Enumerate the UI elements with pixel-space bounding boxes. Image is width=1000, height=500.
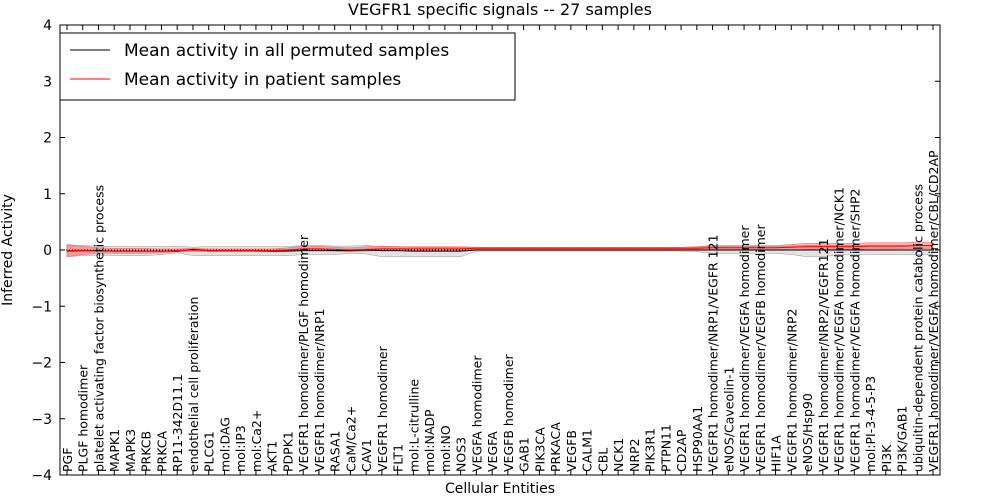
x-tick-label: PI3K/GAB1 [895, 406, 910, 472]
x-tick-label: VEGFR1 homodimer/VEGFA homodimer/SHP2 [847, 188, 862, 472]
x-tick-label: eNOS/Caveolin-1 [721, 367, 736, 472]
x-axis: PGF PLGF homodimer platelet activating fac… [60, 25, 941, 475]
y-tick-label: 3 [43, 74, 52, 90]
x-tick-label: RASA1 [328, 431, 343, 472]
x-tick-label: FLT1 [391, 444, 406, 472]
y-tick-label: 0 [43, 243, 52, 259]
x-tick-label: mol:NADP [422, 409, 437, 472]
x-tick-label: VEGFR1 homodimer/PLGF homodimer [296, 234, 311, 472]
x-tick-label: GAB1 [517, 437, 532, 472]
x-tick-label: VEGFA [485, 431, 500, 472]
x-tick-label: PI3K [879, 444, 894, 472]
x-tick-label: VEGFR1 homodimer/NRP1/VEGFR 121 [706, 234, 721, 472]
x-tick-label: PTPN11 [658, 424, 673, 472]
x-tick-label: PRKCA [155, 431, 170, 472]
x-tick-label: PGF [60, 448, 75, 472]
x-tick-label: mol:PI-3-4-5-P3 [863, 376, 878, 472]
x-tick-label: VEGFR1 homodimer/VEGFA homodimer/NCK1 [832, 187, 847, 472]
x-tick-label: mol:Ca2+ [249, 410, 264, 472]
x-tick-label: PIK3R1 [643, 428, 658, 472]
x-tick-label: VEGFR1 homodimer/VEGFB homodimer [753, 224, 768, 472]
x-tick-label: platelet activating factor biosynthetic … [92, 185, 107, 472]
x-tick-label: VEGFR1 homodimer/VEGFA homodimer/CBL/CD2… [926, 150, 941, 472]
x-tick-label: RP11-342D11.1 [170, 374, 185, 472]
x-tick-label: mol:DAG [218, 417, 233, 472]
x-tick-label: CAV1 [359, 439, 374, 472]
legend-label-permuted: Mean activity in all permuted samples [124, 41, 449, 61]
y-axis: −4 −3 −2 −1 0 1 2 3 4 [31, 18, 940, 484]
permuted-band-layer [66, 245, 934, 258]
x-tick-label: eNOS/Hsp90 [800, 393, 815, 472]
x-tick-label: NCK1 [611, 438, 626, 472]
x-tick-label: VEGFB homodimer [501, 353, 516, 472]
y-tick-label: 2 [43, 131, 52, 147]
x-tick-label: VEGFA homodimer [469, 355, 484, 472]
y-tick-label: −3 [31, 412, 52, 428]
patient-mean-line [67, 245, 933, 252]
chart-title: VEGFR1 specific signals -- 27 samples [348, 0, 652, 19]
x-tick-label: ubiquitin-dependent protein catabolic pr… [910, 184, 925, 472]
x-tick-label: CALM1 [580, 429, 595, 472]
x-tick-label: PIK3CA [532, 427, 547, 472]
x-tick-label: VEGFR1 homodimer [375, 345, 390, 472]
x-tick-label: VEGFR1 homodimer/NRP2/VEGFR121 [816, 238, 831, 472]
x-tick-label: endothelial cell proliferation [186, 297, 201, 472]
x-tick-label: AKT1 [265, 441, 280, 472]
x-tick-label: MAPK3 [123, 429, 138, 472]
y-tick-label: 1 [43, 187, 52, 203]
x-tick-label: VEGFR1 homodimer/VEGFA homodimer [737, 225, 752, 472]
y-tick-label: −2 [31, 356, 52, 372]
x-tick-label: PDPK1 [280, 431, 295, 472]
x-tick-label: mol:IP3 [233, 425, 248, 472]
legend-label-patient: Mean activity in patient samples [124, 70, 401, 90]
legend: Mean activity in all permuted samples Me… [59, 32, 516, 101]
x-tick-label: CaM/Ca2+ [343, 406, 358, 472]
y-tick-label: −1 [31, 299, 52, 315]
x-tick-label: PRKCB [139, 431, 154, 472]
x-tick-label: HSP90AA1 [690, 406, 705, 472]
x-tick-label: mol:L-citrulline [406, 379, 421, 472]
x-tick-label: NRP2 [627, 438, 642, 472]
y-axis-label: Inferred Activity [0, 194, 16, 306]
x-tick-label: CBL [595, 448, 610, 472]
y-tick-label: −4 [31, 468, 52, 484]
x-tick-label: CD2AP [674, 429, 689, 472]
x-axis-label: Cellular Entities [445, 481, 555, 497]
x-tick-label: VEGFB [564, 430, 579, 472]
x-tick-label: PLCG1 [202, 431, 217, 472]
x-tick-label: HIF1A [769, 435, 784, 472]
permuted-band [66, 245, 934, 258]
x-tick-label: mol:NO [438, 425, 453, 472]
x-tick-label: VEGFR1 homodimer/NRP1 [312, 309, 327, 472]
series-layer [66, 245, 933, 252]
x-tick-label: NOS3 [454, 437, 469, 472]
legend-box [59, 32, 516, 101]
patient-band-layer [66, 241, 934, 258]
patient-band [66, 241, 934, 258]
x-tick-label: VEGFR1 homodimer/NRP2 [784, 309, 799, 472]
x-tick-label: PLGF homodimer [76, 364, 91, 472]
y-tick-label: 4 [43, 18, 52, 34]
x-tick-label: PRKACA [548, 422, 563, 472]
x-tick-label: MAPK1 [107, 429, 122, 472]
